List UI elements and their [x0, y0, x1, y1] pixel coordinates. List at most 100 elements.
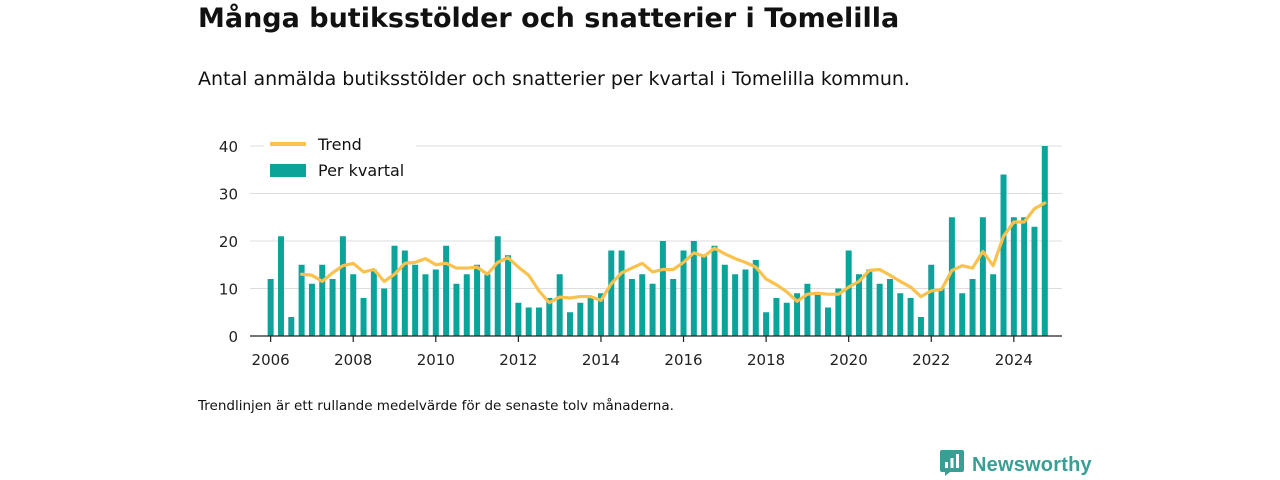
- bar: [494, 236, 501, 336]
- x-tick-label: 2024: [995, 351, 1033, 369]
- bar: [432, 269, 439, 336]
- x-tick-label: 2020: [830, 351, 868, 369]
- bar: [938, 288, 945, 336]
- bar: [412, 264, 419, 336]
- bar: [773, 298, 780, 336]
- bar: [443, 245, 450, 336]
- bar: [1010, 217, 1017, 336]
- bar: [690, 241, 697, 336]
- bar-chart-logo-icon: [940, 450, 964, 480]
- bar: [1021, 217, 1028, 336]
- bar: [608, 250, 615, 336]
- bar: [618, 250, 625, 336]
- bar: [866, 269, 873, 336]
- bar: [763, 312, 770, 336]
- bar: [825, 307, 832, 336]
- bar-line-chart: 0 10 20 30 40 2006 2008 2010 2012 2014 2016 2018 202…: [218, 131, 1062, 369]
- chart-title: Många butiksstölder och snatterier i Tom…: [198, 3, 900, 34]
- bar: [959, 293, 966, 336]
- bar: [1000, 174, 1007, 336]
- bar: [381, 288, 388, 336]
- bar: [845, 250, 852, 336]
- bar: [453, 283, 460, 336]
- bar: [463, 274, 470, 336]
- bar: [907, 298, 914, 336]
- x-tick-label: 2018: [747, 351, 785, 369]
- bar: [587, 298, 594, 336]
- bar: [701, 255, 708, 336]
- bar: [515, 302, 522, 336]
- trend-line: [300, 201, 1047, 305]
- bar: [721, 264, 728, 336]
- trend-series: [300, 201, 1047, 305]
- bar: [288, 317, 295, 336]
- bar: [835, 288, 842, 336]
- bar: [886, 279, 893, 336]
- bar: [370, 269, 377, 336]
- bar: [670, 279, 677, 336]
- bar: [391, 245, 398, 336]
- chart-subtitle: Antal anmälda butiksstölder och snatteri…: [198, 68, 910, 90]
- x-tick-label: 2022: [912, 351, 950, 369]
- bar: [928, 264, 935, 336]
- bar: [597, 293, 604, 336]
- bar: [360, 298, 367, 336]
- x-tick-label: 2008: [334, 351, 372, 369]
- legend-trend-label: Trend: [317, 135, 362, 154]
- bar: [659, 241, 666, 336]
- bar: [474, 264, 481, 336]
- bar: [876, 283, 883, 336]
- y-tick-label: 20: [219, 233, 238, 251]
- bar: [1041, 146, 1048, 336]
- bar: [422, 274, 429, 336]
- x-tick-label: 2012: [499, 351, 537, 369]
- legend-bars-label: Per kvartal: [318, 161, 404, 180]
- y-tick-label: 0: [228, 328, 238, 346]
- bar: [979, 217, 986, 336]
- footnote: Trendlinjen är ett rullande medelvärde f…: [198, 398, 674, 414]
- bar: [350, 274, 357, 336]
- bar: [505, 255, 512, 336]
- bar: [680, 250, 687, 336]
- bar: [277, 236, 284, 336]
- bar: [804, 283, 811, 336]
- bar: [794, 293, 801, 336]
- bar: [546, 298, 553, 336]
- bar: [308, 283, 315, 336]
- bar: [484, 274, 491, 336]
- bar: [732, 274, 739, 336]
- y-tick-label: 30: [219, 186, 238, 204]
- bar: [536, 307, 543, 336]
- bar: [897, 293, 904, 336]
- bar: [298, 264, 305, 336]
- bar: [711, 245, 718, 336]
- bar: [856, 274, 862, 336]
- bar-series: [267, 146, 1048, 336]
- bar: [329, 279, 336, 336]
- x-tick-label: 2014: [582, 351, 620, 369]
- bar: [742, 269, 749, 336]
- bar: [814, 293, 821, 336]
- bar: [525, 307, 532, 336]
- bar: [339, 236, 346, 336]
- bar: [639, 274, 646, 336]
- bar: [566, 312, 573, 336]
- bar: [628, 279, 635, 336]
- bar: [556, 274, 563, 336]
- x-tick-label: 2006: [252, 351, 290, 369]
- bar: [783, 302, 790, 336]
- bar: [649, 283, 656, 336]
- bar: [969, 279, 976, 336]
- y-tick-label: 40: [219, 138, 238, 156]
- y-tick-label: 10: [219, 281, 238, 299]
- bar: [577, 302, 584, 336]
- bar: [401, 250, 408, 336]
- brand-name: Newsworthy: [972, 453, 1092, 476]
- bar: [1031, 226, 1038, 336]
- axes: 0 10 20 30 40 2006 2008 2010 2012 2014 2016 2018 202…: [219, 138, 1062, 369]
- legend-bars-swatch: [270, 164, 306, 177]
- bar: [917, 317, 924, 336]
- legend-background: [264, 131, 416, 189]
- newsworthy-logo[interactable]: Newsworthy: [940, 450, 1092, 480]
- bar: [752, 260, 759, 336]
